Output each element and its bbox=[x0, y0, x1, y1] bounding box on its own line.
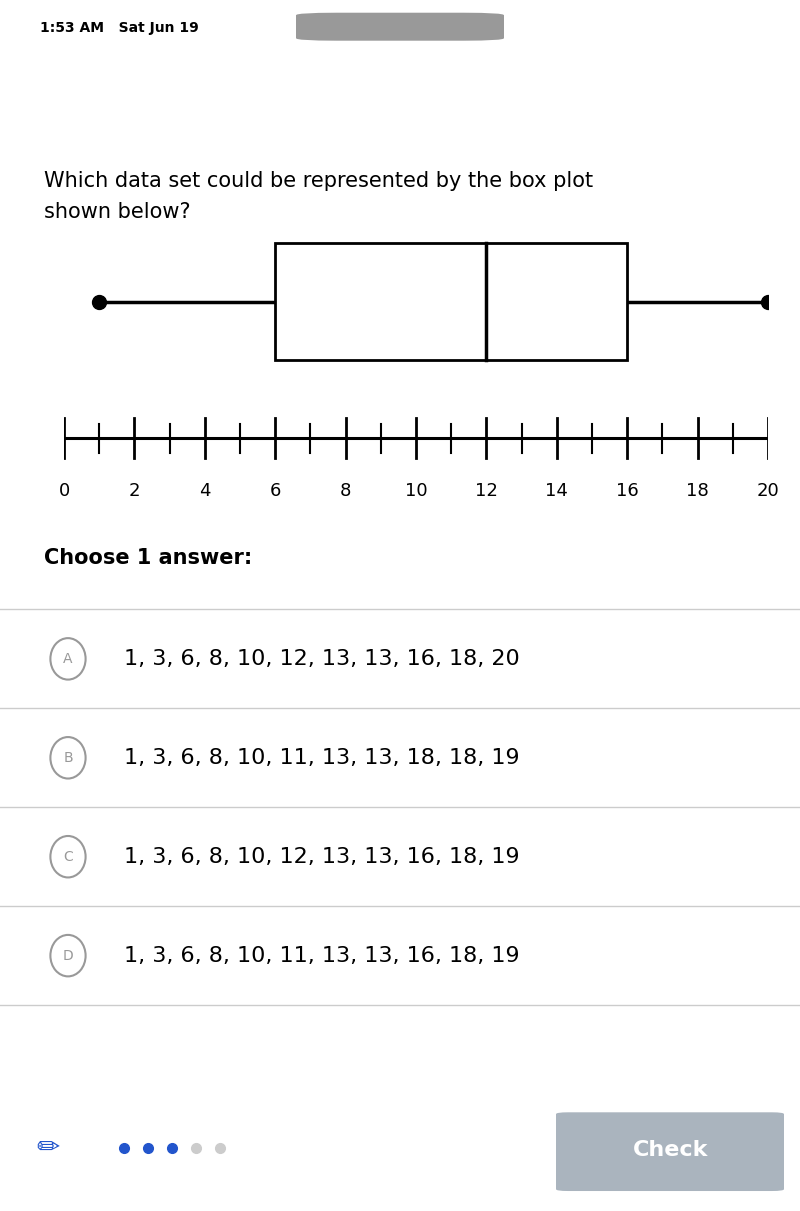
Text: 12: 12 bbox=[475, 482, 498, 500]
Bar bbox=[275, 243, 627, 360]
Text: 1, 3, 6, 8, 10, 12, 13, 13, 16, 18, 20: 1, 3, 6, 8, 10, 12, 13, 13, 16, 18, 20 bbox=[124, 649, 520, 668]
Text: Check: Check bbox=[633, 1141, 708, 1160]
Text: shown below?: shown below? bbox=[44, 202, 190, 223]
Text: 14: 14 bbox=[546, 482, 568, 500]
Text: C: C bbox=[63, 850, 73, 863]
Text: 1, 3, 6, 8, 10, 11, 13, 13, 16, 18, 19: 1, 3, 6, 8, 10, 11, 13, 13, 16, 18, 19 bbox=[124, 946, 520, 965]
Text: 1, 3, 6, 8, 10, 12, 13, 13, 16, 18, 19: 1, 3, 6, 8, 10, 12, 13, 13, 16, 18, 19 bbox=[124, 846, 520, 867]
Text: 1:53 AM   Sat Jun 19: 1:53 AM Sat Jun 19 bbox=[40, 21, 198, 35]
FancyBboxPatch shape bbox=[296, 13, 504, 41]
Text: 10: 10 bbox=[405, 482, 427, 500]
Text: 1, 3, 6, 8, 10, 11, 13, 13, 18, 18, 19: 1, 3, 6, 8, 10, 11, 13, 13, 18, 18, 19 bbox=[124, 747, 520, 768]
Text: 8: 8 bbox=[340, 482, 351, 500]
Text: <: < bbox=[35, 85, 61, 114]
FancyBboxPatch shape bbox=[556, 1112, 784, 1192]
Text: B: B bbox=[63, 751, 73, 765]
Text: 2: 2 bbox=[129, 482, 140, 500]
Text: ✏: ✏ bbox=[36, 1133, 60, 1163]
Text: 16: 16 bbox=[616, 482, 638, 500]
Text: 18: 18 bbox=[686, 482, 709, 500]
Text: Data and statistics: Quiz 3: Data and statistics: Quiz 3 bbox=[224, 87, 576, 111]
Text: D: D bbox=[62, 948, 74, 963]
Text: 4: 4 bbox=[199, 482, 210, 500]
Text: 6: 6 bbox=[270, 482, 281, 500]
Text: 0: 0 bbox=[58, 482, 70, 500]
Text: Choose 1 answer:: Choose 1 answer: bbox=[44, 549, 252, 568]
Text: 20: 20 bbox=[757, 482, 779, 500]
Text: Which data set could be represented by the box plot: Which data set could be represented by t… bbox=[44, 171, 593, 191]
Text: A: A bbox=[63, 652, 73, 666]
